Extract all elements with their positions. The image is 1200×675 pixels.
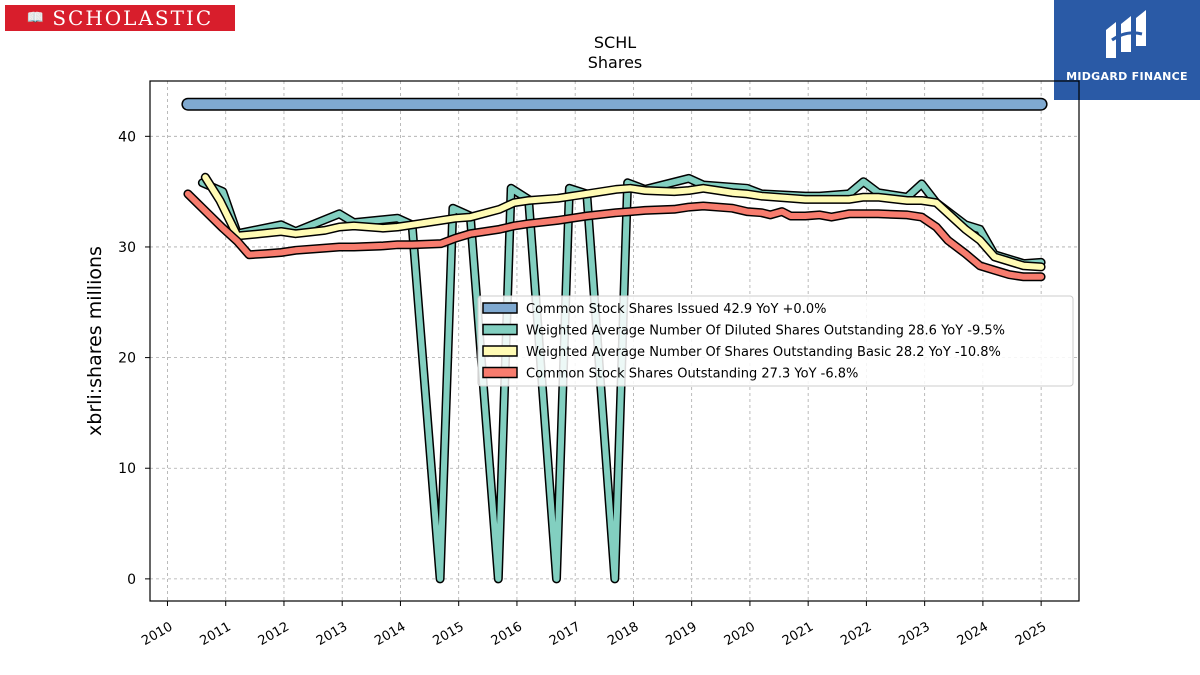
legend: Common Stock Shares Issued 42.9 YoY +0.0… [477,295,1074,387]
y-tick-label: 30 [118,240,136,256]
scholastic-logo-text: SCHOLASTIC [52,6,214,30]
series-basic [200,172,1046,272]
x-tick-label: 2014 [372,619,408,649]
legend-swatch [482,345,518,357]
legend-entry: Common Stock Shares Issued 42.9 YoY +0.0… [526,302,826,317]
legend-entry: Weighted Average Number Of Diluted Share… [526,324,1005,339]
series-line [202,174,1045,270]
x-tick-label: 2015 [431,619,467,649]
midgard-logo-text: MIDGARD FINANCE [1066,70,1188,83]
x-tick-label: 2025 [1013,619,1049,649]
chart-title: SCHL [594,33,636,52]
x-tick-label: 2020 [722,619,758,649]
legend-box [477,295,1074,387]
plot-frame [149,80,1080,602]
x-tick-label: 2013 [314,619,350,649]
x-tick-label: 2018 [605,619,641,649]
y-tick-label: 0 [127,572,136,588]
y-tick-label: 10 [118,461,136,477]
legend-entry: Common Stock Shares Outstanding 27.3 YoY… [526,367,858,382]
y-tick-label: 40 [118,129,136,145]
legend-swatch [482,302,518,314]
x-tick-label: 2012 [256,619,292,649]
x-tick-label: 2016 [489,619,525,649]
legend-swatch [482,323,518,336]
x-tick-label: 2021 [780,619,816,649]
x-tick-label: 2011 [198,619,234,649]
y-tick-label: 20 [118,351,136,367]
x-tick-label: 2023 [896,619,932,649]
midgard-finance-logo: MIDGARD FINANCE [1054,0,1200,100]
legend-entry: Weighted Average Number Of Shares Outsta… [526,345,1001,360]
legend-swatch [482,366,518,379]
y-axis-label: xbrli:shares millions [84,246,106,436]
x-tick-label: 2024 [955,619,991,649]
x-tick-label: 2017 [547,619,583,649]
y-axis: 0 10 20 30 40 [118,129,150,588]
series-line [184,190,1045,280]
x-tick-label: 2022 [838,619,874,649]
x-axis: 2010 2011 2012 2013 2014 2015 2016 2017 2018 2019… [139,601,1049,649]
chart-subtitle: Shares [588,53,643,72]
midgard-mark-icon [1106,10,1146,58]
x-tick-label: 2010 [139,619,175,649]
scholastic-logo: 📖 SCHOLASTIC [5,5,235,31]
x-tick-label: 2019 [664,619,700,649]
book-icon: 📖 [26,10,47,26]
series-outstanding [183,189,1046,282]
